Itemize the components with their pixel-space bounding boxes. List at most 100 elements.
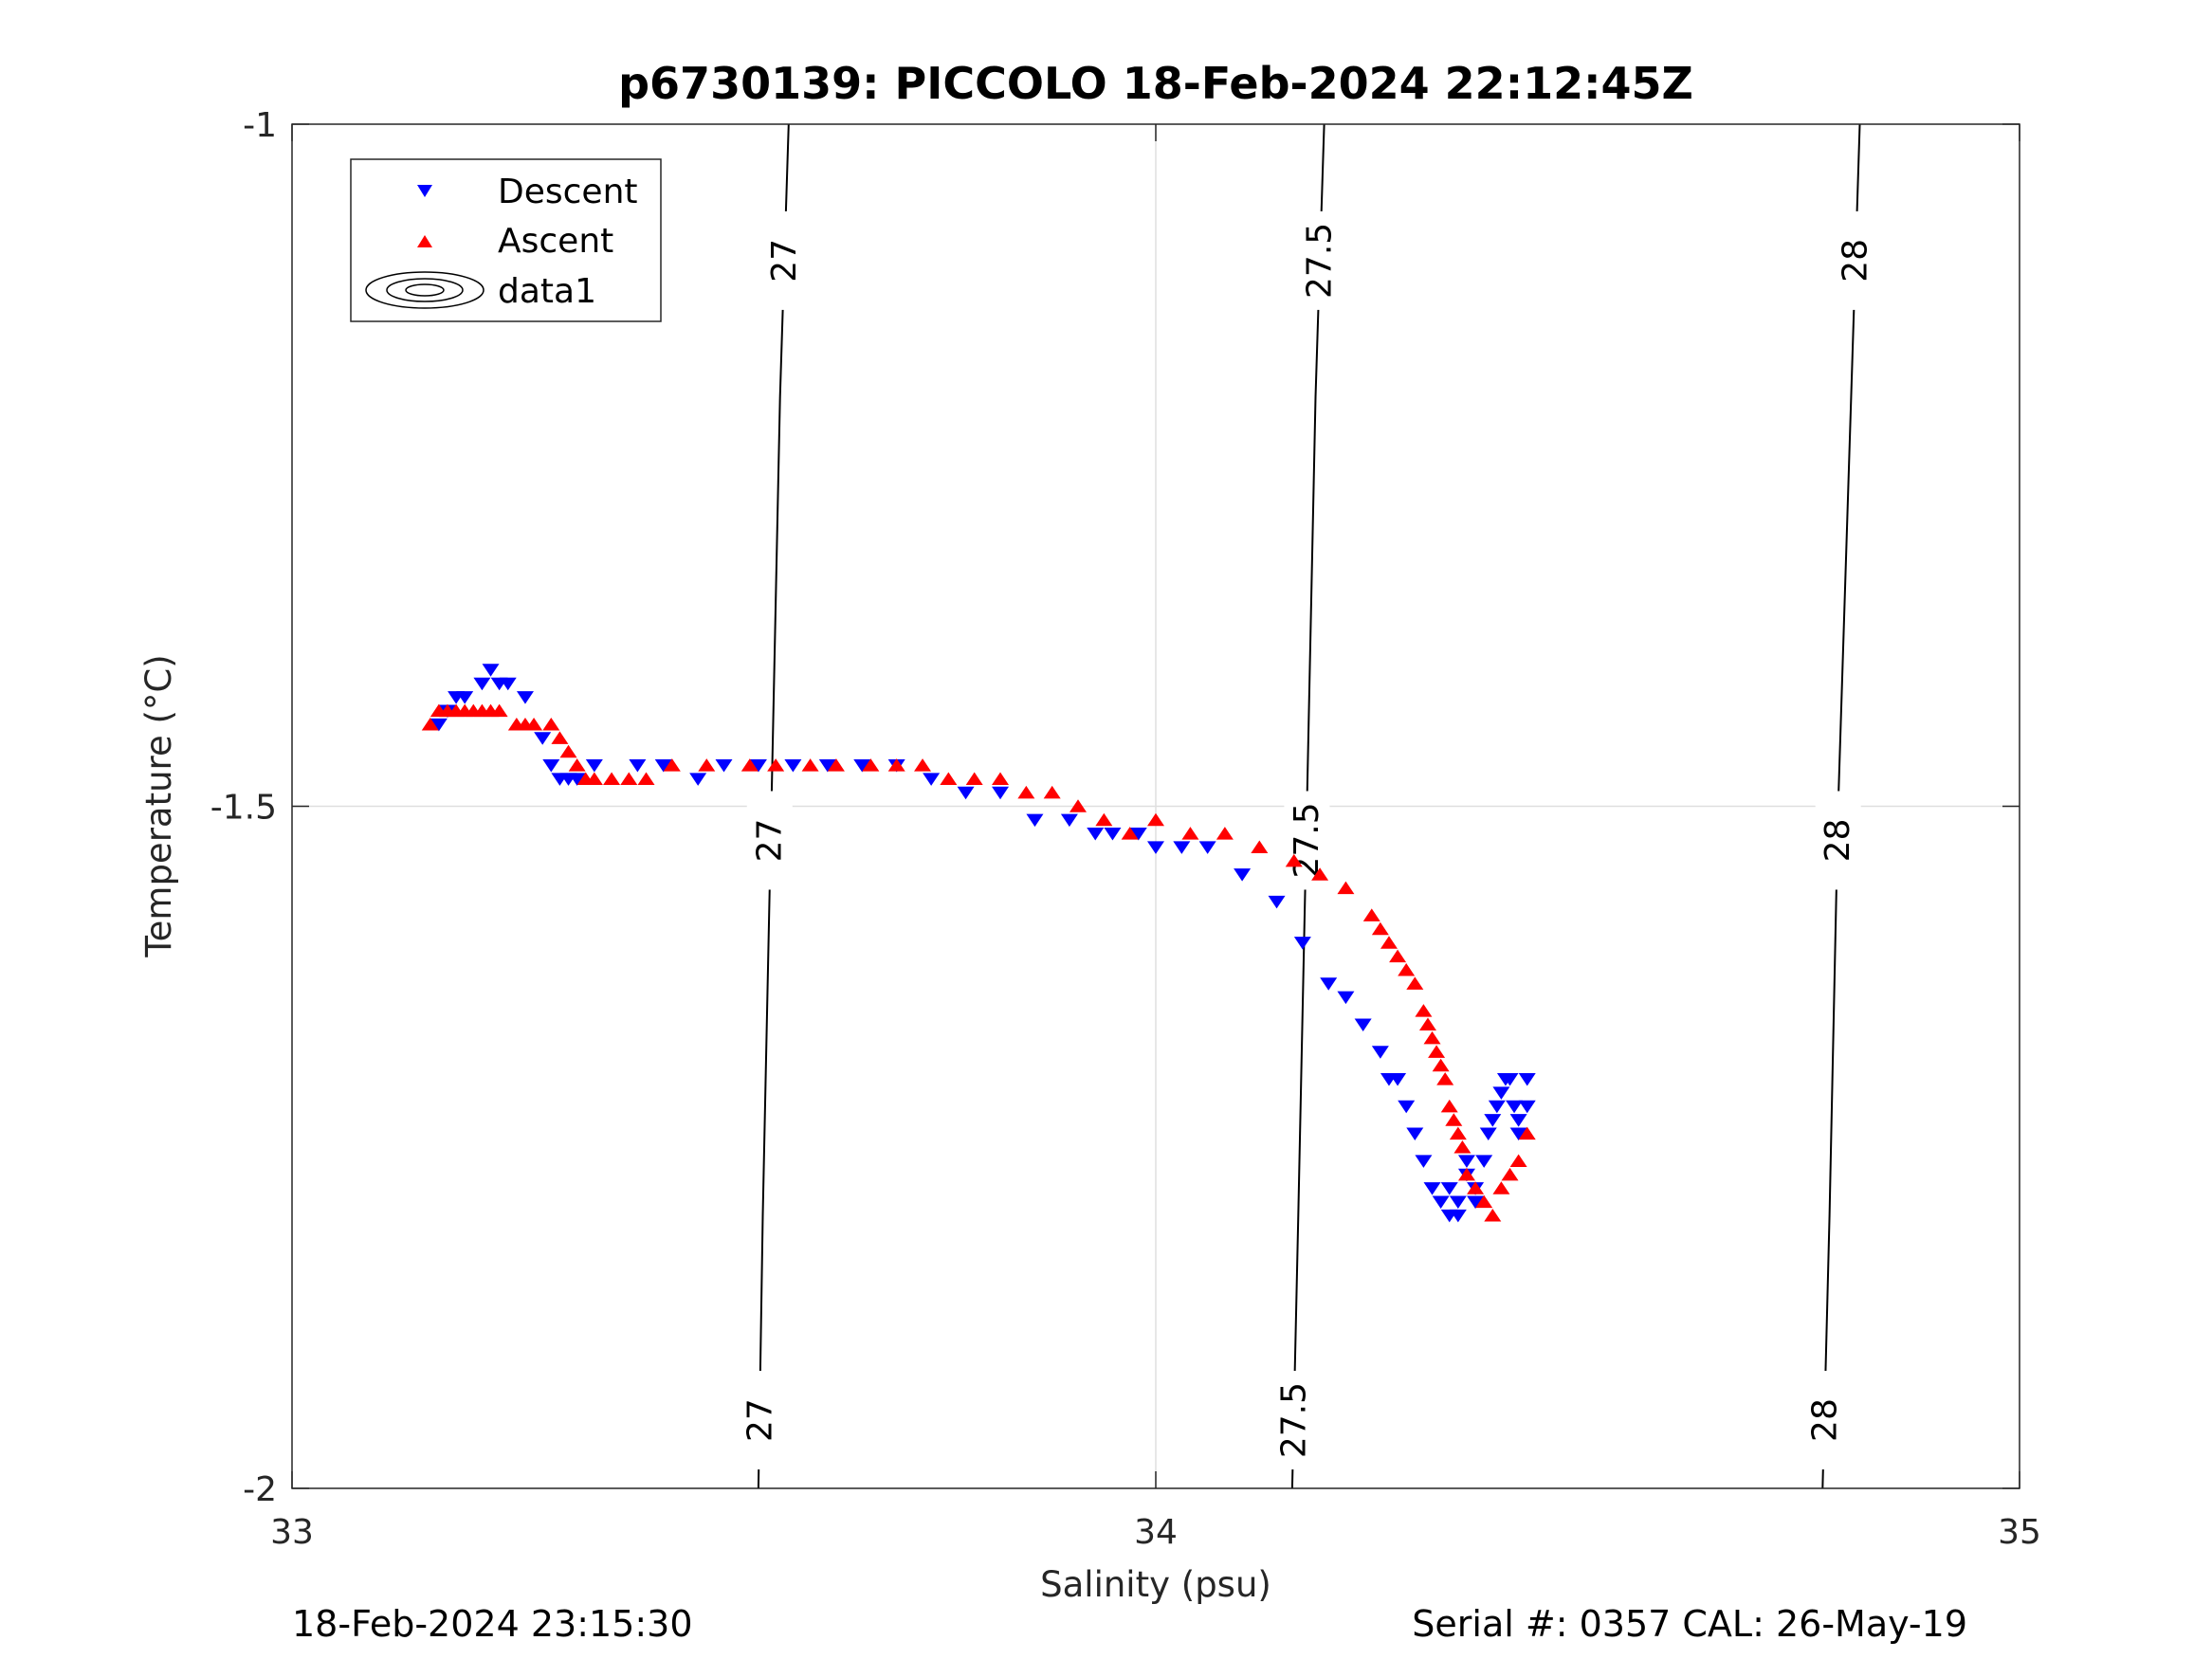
footer-serial-cal: Serial #: 0357 CAL: 26-May-19: [1412, 1603, 1967, 1645]
ascent-point: [827, 758, 845, 772]
ascent-point: [1518, 1126, 1536, 1140]
ascent-point: [1069, 799, 1088, 812]
ascent-point: [698, 758, 716, 772]
ascent-point: [1095, 812, 1113, 827]
ascent-point: [740, 758, 759, 772]
y-tick-label: -2: [243, 1470, 277, 1509]
descent-point: [654, 759, 672, 773]
ascent-point: [1509, 1154, 1527, 1167]
contour-label: 28: [1806, 1398, 1845, 1442]
ascent-point: [1501, 1167, 1519, 1181]
contour-label: 27: [765, 239, 804, 283]
ascent-point: [525, 717, 543, 731]
descent-point: [1449, 1209, 1467, 1223]
descent-point: [1506, 1100, 1524, 1114]
descent-point: [1129, 827, 1147, 841]
descent-point: [1467, 1195, 1485, 1210]
legend: Descent Ascent data1: [350, 158, 662, 322]
ascent-point: [1147, 812, 1164, 827]
contour-label: 27.5: [1301, 223, 1340, 299]
descent-point: [1479, 1127, 1497, 1141]
ascent-point: [559, 744, 577, 758]
descent-point: [1234, 868, 1252, 882]
descent-point: [1337, 991, 1355, 1005]
ascent-point: [1445, 1113, 1463, 1126]
descent-point: [629, 759, 647, 773]
descent-point: [568, 773, 586, 786]
descent-point: [1268, 895, 1286, 909]
ascent-point: [551, 731, 569, 744]
contour-label-bg: [761, 210, 808, 310]
descent-point: [749, 759, 767, 773]
x-tick-label: 35: [1998, 1513, 2041, 1552]
ascent-point: [801, 758, 819, 772]
ascent-point: [1440, 1099, 1458, 1113]
descent-point: [1104, 827, 1122, 841]
contour-label-bg: [746, 791, 793, 890]
ascent-point: [1432, 1058, 1450, 1072]
descent-point: [1060, 813, 1078, 828]
descent-point: [1432, 1195, 1450, 1210]
legend-descent-marker: [417, 185, 432, 197]
ascent-point: [1449, 1126, 1467, 1140]
footer-timestamp: 18-Feb-2024 23:15:30: [292, 1603, 693, 1645]
descent-point: [1173, 841, 1191, 854]
y-axis-label: Temperature (°C): [138, 654, 179, 957]
contour-label: 27: [740, 1398, 779, 1442]
ascent-point: [940, 772, 958, 786]
ascent-point: [1371, 921, 1389, 936]
descent-point: [853, 759, 871, 773]
ascent-point: [603, 772, 621, 786]
descent-point: [1371, 1046, 1389, 1059]
ascent-point: [887, 758, 905, 772]
descent-point: [1509, 1114, 1527, 1127]
descent-point: [689, 773, 707, 786]
contour-label: 27: [750, 819, 789, 863]
descent-point: [1518, 1073, 1536, 1086]
contour-label: 27.5: [1274, 1382, 1313, 1458]
data-series: [421, 664, 1536, 1223]
legend-descent-label: Descent: [498, 173, 638, 211]
contour-label-bg: [737, 1371, 783, 1470]
ascent-point: [1311, 867, 1329, 881]
descent-point: [1449, 1195, 1467, 1210]
ascent-point: [1406, 976, 1424, 990]
ascent-point: [490, 703, 508, 718]
legend-contour-icon: [365, 271, 484, 309]
y-tick-label: -1.5: [210, 789, 277, 828]
ascent-point: [637, 772, 655, 786]
contour-label-bg: [1832, 210, 1878, 310]
ascent-point: [1467, 1181, 1485, 1194]
descent-point: [1415, 1155, 1433, 1168]
descent-point: [430, 718, 448, 732]
descent-point: [1501, 1073, 1519, 1086]
descent-point: [456, 691, 474, 704]
descent-point: [1440, 1182, 1458, 1195]
descent-point: [784, 759, 802, 773]
descent-point: [516, 691, 534, 704]
x-tick-label: 33: [270, 1513, 314, 1552]
contour-label: 28: [1819, 819, 1857, 863]
ascent-point: [862, 758, 880, 772]
descent-point: [1354, 1018, 1372, 1031]
descent-point: [534, 732, 552, 745]
contour-label-bg: [1815, 791, 1861, 890]
ascent-point: [965, 772, 983, 786]
ascent-point: [992, 772, 1010, 786]
ascent-point: [1362, 908, 1380, 921]
ascent-point: [1415, 1004, 1433, 1017]
descent-point: [1026, 813, 1044, 828]
descent-point: [542, 759, 560, 773]
x-axis-label: Salinity (psu): [1040, 1564, 1271, 1605]
descent-point: [1320, 977, 1338, 991]
ascent-point: [1475, 1194, 1493, 1209]
contour-label: 27.5: [1288, 802, 1326, 878]
descent-point: [1509, 1127, 1527, 1141]
contour-label-bg: [1802, 1371, 1849, 1470]
ascent-point: [1043, 785, 1061, 799]
contour-label: 28: [1836, 239, 1874, 283]
descent-point: [1488, 1100, 1506, 1114]
descent-point: [1492, 1086, 1510, 1100]
descent-point: [1423, 1182, 1441, 1195]
x-tick-label: 34: [1134, 1513, 1178, 1552]
